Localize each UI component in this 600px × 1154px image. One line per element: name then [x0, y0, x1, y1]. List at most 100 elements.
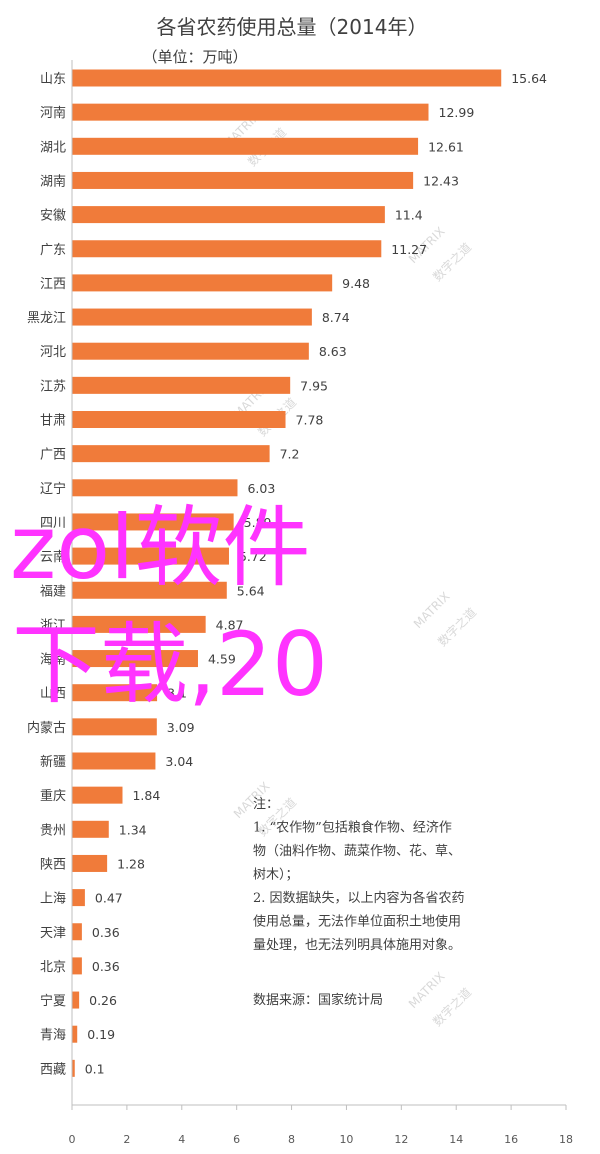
- bar: [72, 923, 82, 941]
- bar: [72, 342, 309, 360]
- bar: [72, 957, 82, 975]
- bar: [72, 171, 414, 189]
- bar: [72, 1059, 75, 1077]
- value-label: 12.43: [423, 173, 459, 188]
- note-line: 物（油料作物、蔬菜作物、花、草、: [253, 843, 461, 859]
- value-label: 11.27: [391, 242, 427, 257]
- note-line: 注：: [253, 797, 279, 812]
- note-line: 量处理，也无法列明具体施用对象。: [253, 938, 461, 953]
- x-tick-label: 6: [233, 1133, 240, 1146]
- bar: [72, 513, 234, 531]
- category-labels: 山东河南湖北湖南安徽广东江西黑龙江河北江苏甘肃广西辽宁四川云南福建浙江海南山西内…: [27, 72, 66, 1077]
- x-tick-label: 4: [178, 1133, 185, 1146]
- value-label: 0.47: [95, 891, 123, 906]
- category-label: 内蒙古: [27, 720, 66, 736]
- category-label: 海南: [40, 652, 66, 668]
- value-label: 7.95: [300, 378, 328, 393]
- bar: [72, 991, 80, 1009]
- bar: [72, 718, 157, 736]
- chart-title: 各省农药使用总量（2014年）: [157, 15, 428, 39]
- category-label: 山西: [40, 687, 66, 702]
- bars-layer: [72, 69, 502, 1077]
- value-label: 3.04: [165, 754, 193, 769]
- note-line: 使用总量，无法作单位面积土地使用: [253, 914, 461, 930]
- bar: [72, 820, 109, 838]
- x-tick-label: 2: [123, 1133, 130, 1146]
- category-label: 西藏: [40, 1062, 66, 1077]
- value-label: 5.64: [237, 583, 265, 598]
- category-label: 辽宁: [40, 481, 66, 497]
- category-label: 江苏: [40, 378, 66, 394]
- category-label: 河南: [40, 105, 66, 121]
- watermark-brand: 数字之道: [430, 985, 475, 1030]
- category-label: 新疆: [40, 754, 66, 770]
- category-label: 重庆: [40, 788, 66, 804]
- value-label: 9.48: [342, 276, 370, 291]
- bar: [72, 411, 286, 428]
- value-label: 4.87: [216, 617, 244, 632]
- category-label: 陕西: [40, 857, 66, 872]
- chart-notes: 注： 1. “农作物”包括粮食作物、经济作物（油料作物、蔬菜作物、花、草、树木）；…: [253, 797, 465, 1008]
- watermark-sub: MATRIX: [411, 589, 453, 631]
- category-label: 天津: [40, 926, 66, 941]
- value-label: 1.34: [119, 822, 147, 837]
- value-label: 12.61: [428, 139, 464, 154]
- bar: [72, 240, 382, 258]
- x-tick-label: 12: [394, 1133, 408, 1146]
- watermark-sub: MATRIX: [406, 969, 448, 1011]
- x-tick-label: 8: [288, 1133, 295, 1146]
- category-label: 福建: [40, 584, 66, 599]
- bar: [72, 889, 85, 907]
- bar: [72, 684, 158, 702]
- category-label: 云南: [40, 549, 66, 565]
- value-label: 7.78: [296, 413, 324, 428]
- bar: [72, 786, 123, 804]
- x-tick-label: 18: [559, 1133, 573, 1146]
- value-label: 3.1: [167, 686, 187, 701]
- x-tick-label: 0: [69, 1133, 76, 1146]
- watermark-brand: 数字之道: [435, 605, 480, 650]
- bar: [72, 1025, 78, 1043]
- bar: [72, 137, 419, 155]
- bar: [72, 752, 156, 770]
- value-label: 0.36: [92, 925, 120, 940]
- value-label: 0.19: [87, 1027, 115, 1042]
- value-label: 6.03: [247, 481, 275, 496]
- value-labels: 15.64 12.99 12.61 12.43 11.4 11.27 9.48 8.74 8.6…: [85, 71, 547, 1076]
- value-label: 5.89: [244, 515, 272, 530]
- value-label: 8.74: [322, 310, 350, 325]
- category-label: 湖南: [40, 173, 66, 189]
- x-tick-label: 16: [504, 1133, 518, 1146]
- category-label: 黑龙江: [27, 311, 66, 326]
- value-label: 0.1: [85, 1061, 105, 1076]
- bar: [72, 479, 238, 497]
- value-label: 8.63: [319, 344, 347, 359]
- value-label: 11.4: [395, 208, 423, 223]
- category-label: 湖北: [40, 140, 66, 155]
- note-line: 数据来源：国家统计局: [253, 992, 383, 1008]
- bar: [72, 547, 229, 565]
- value-label: 4.59: [208, 652, 236, 667]
- watermark-brand: 数字之道: [430, 240, 475, 285]
- bar: [72, 69, 502, 87]
- value-label: 12.99: [439, 105, 475, 120]
- category-label: 广东: [40, 243, 66, 258]
- category-label: 青海: [40, 1028, 66, 1043]
- chart-subtitle: （单位：万吨）: [142, 48, 247, 66]
- value-label: 1.84: [132, 788, 160, 803]
- bar: [72, 854, 108, 872]
- bar: [72, 308, 312, 326]
- category-label: 贵州: [40, 823, 66, 838]
- bar: [72, 445, 270, 463]
- bar: [72, 103, 429, 121]
- category-label: 山东: [40, 72, 66, 87]
- overlay-text-line: 下载,20: [12, 613, 328, 716]
- value-label: 15.64: [511, 71, 547, 86]
- category-label: 宁夏: [40, 993, 66, 1009]
- x-tick-label: 10: [339, 1133, 353, 1146]
- category-label: 甘肃: [40, 414, 66, 429]
